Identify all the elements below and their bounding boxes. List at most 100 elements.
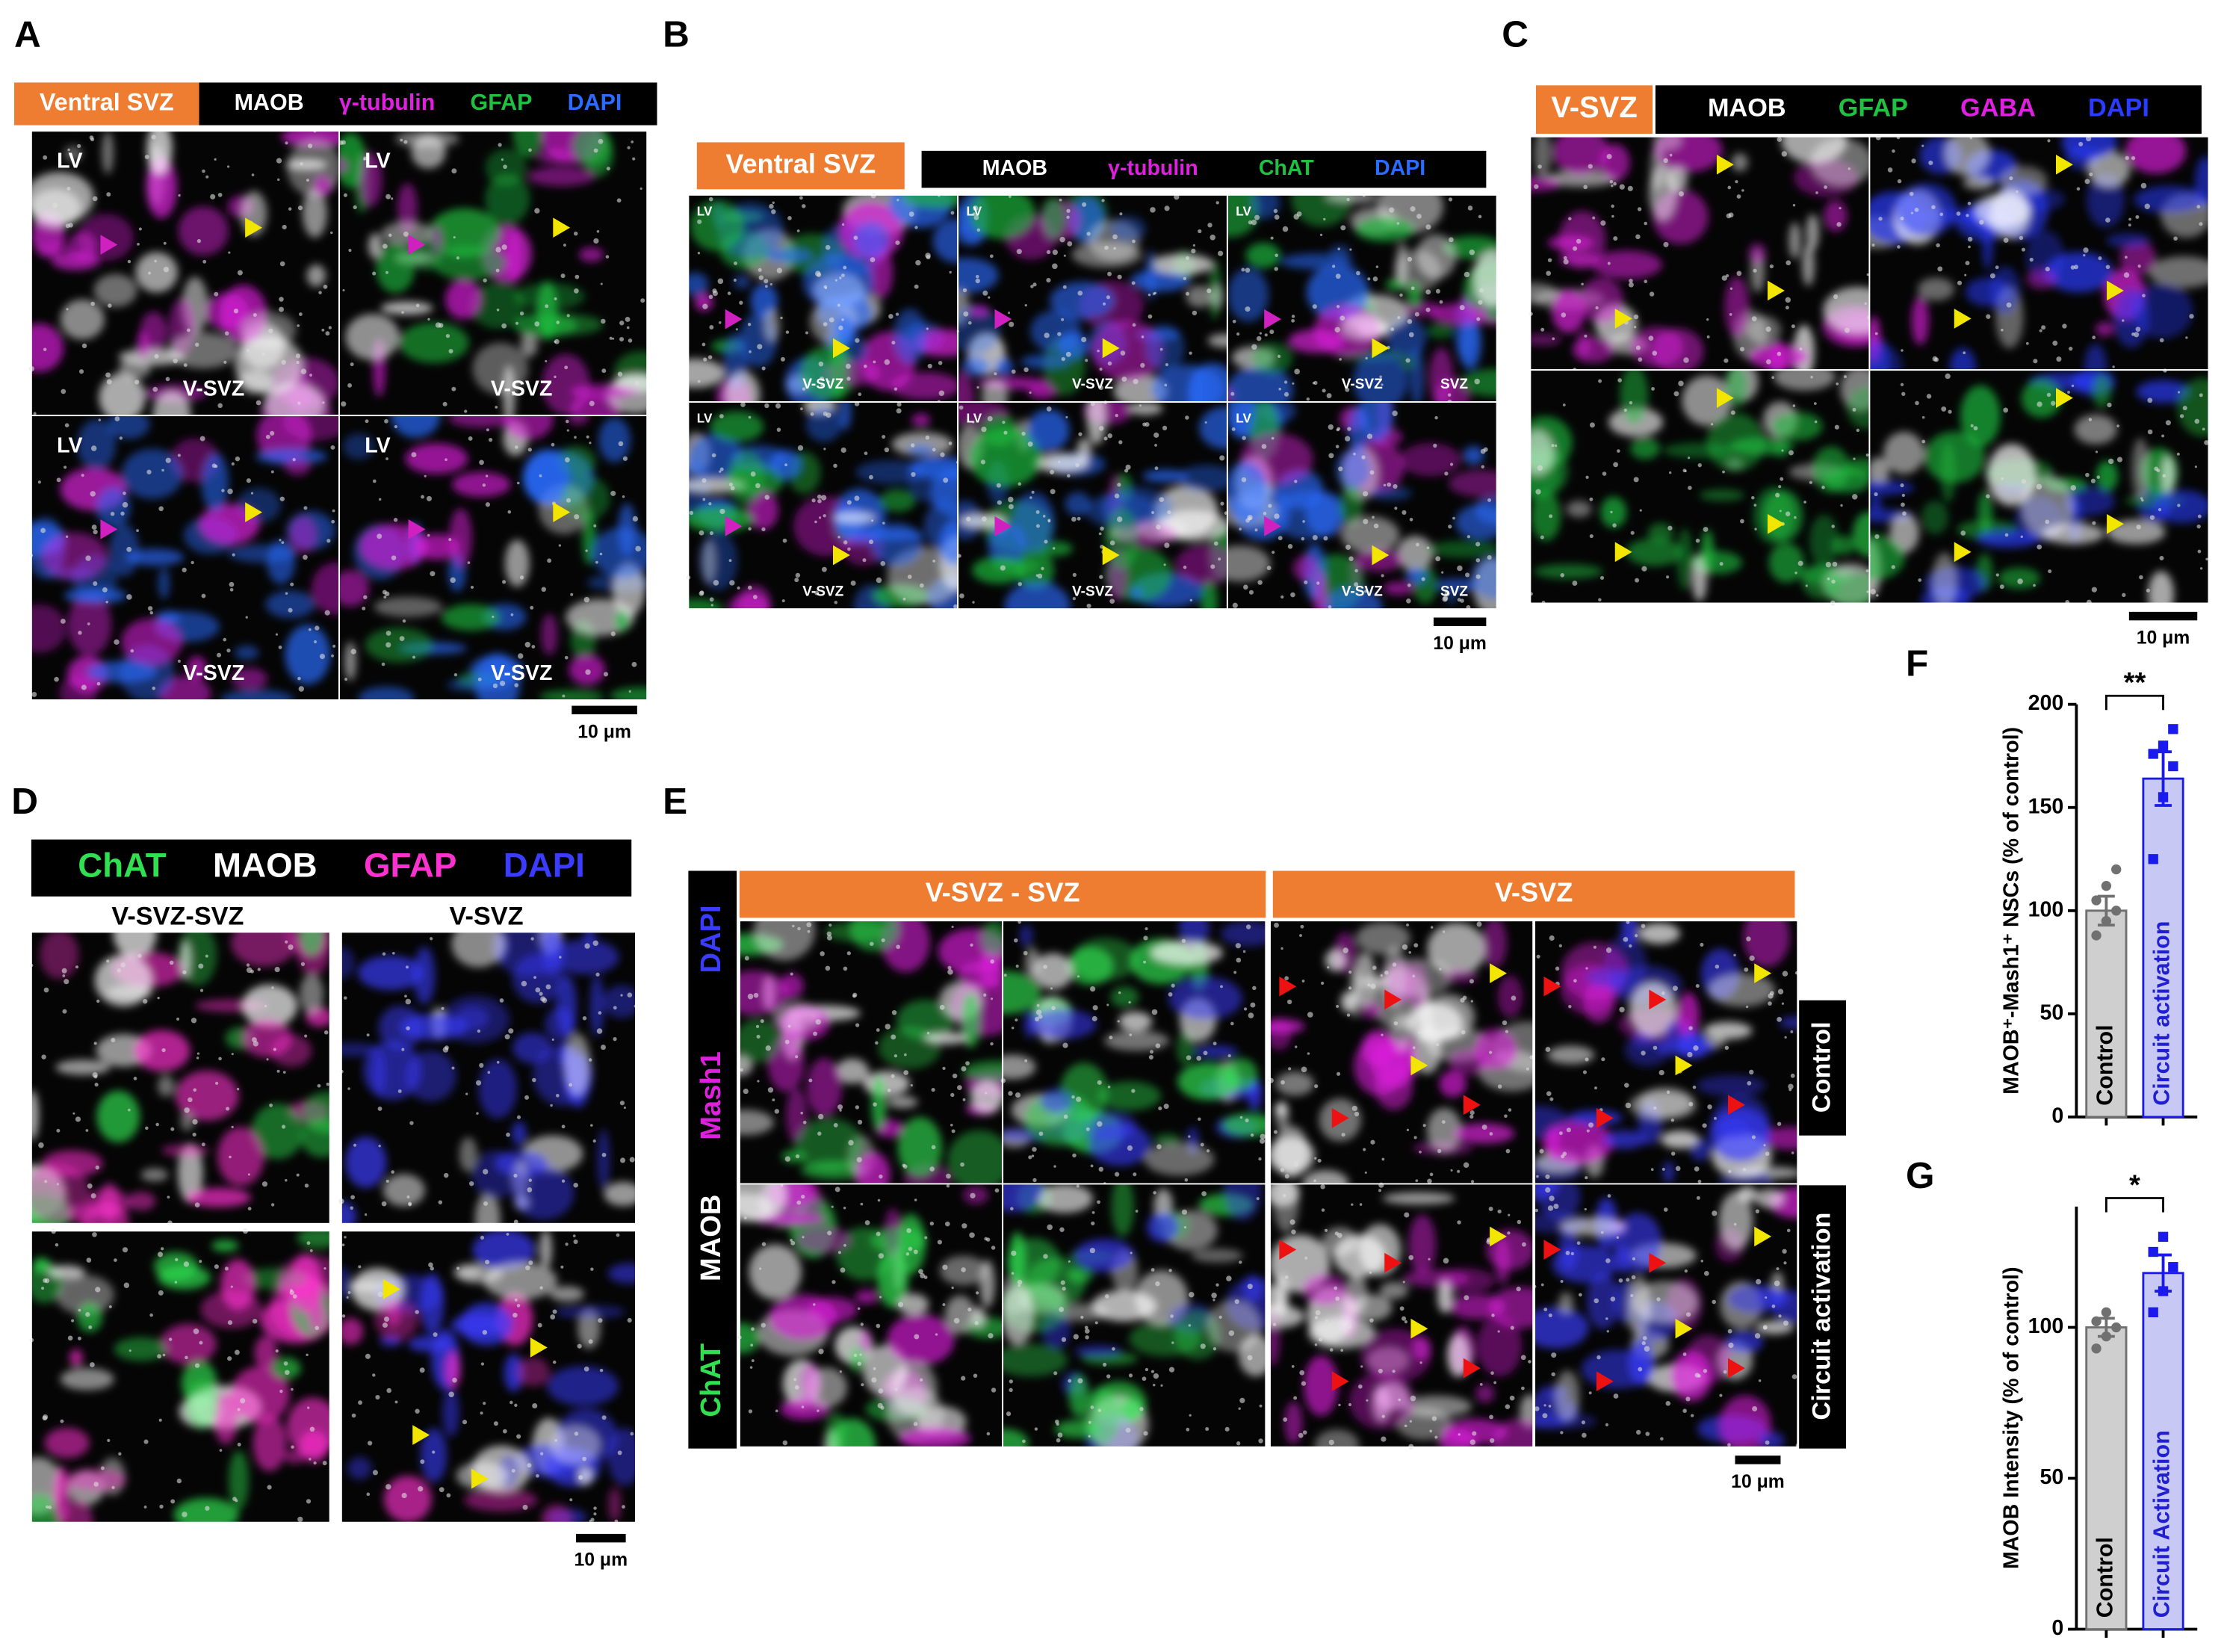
- speckle: [818, 1113, 824, 1120]
- speckle: [182, 567, 187, 572]
- speckle: [1117, 1020, 1120, 1023]
- speckle: [2048, 569, 2052, 574]
- speckle: [1254, 528, 1258, 532]
- speckle: [319, 653, 326, 660]
- speckle: [1206, 1149, 1210, 1153]
- speckle: [1062, 1287, 1066, 1291]
- signal: [1530, 282, 1558, 304]
- signal: [1745, 315, 1782, 344]
- signal: [1547, 1045, 1595, 1065]
- signal: [1322, 587, 1382, 610]
- speckle: [815, 1019, 821, 1025]
- speckle: [1098, 385, 1103, 391]
- speckle: [828, 317, 834, 323]
- speckle: [353, 205, 357, 210]
- speckle: [1730, 410, 1735, 415]
- speckle: [277, 178, 280, 182]
- speckle: [1066, 215, 1070, 219]
- speckle: [537, 1322, 542, 1328]
- signal: [947, 1130, 1003, 1184]
- speckle: [2158, 507, 2162, 512]
- speckle: [870, 193, 876, 199]
- signal: [1700, 529, 1715, 572]
- speckle: [827, 1231, 832, 1236]
- signal: [1003, 1343, 1068, 1377]
- speckle: [350, 649, 356, 655]
- speckle: [852, 992, 858, 997]
- speckle: [813, 1031, 817, 1036]
- speckle: [702, 498, 706, 501]
- signal: [157, 1265, 211, 1290]
- channel-bar: [688, 870, 737, 1449]
- speckle: [2046, 392, 2051, 397]
- signal: [2026, 269, 2057, 289]
- speckle: [1582, 1070, 1587, 1074]
- speckle: [938, 390, 945, 397]
- speckle: [1599, 575, 1605, 580]
- speckle: [1384, 970, 1389, 975]
- signal: [1544, 170, 1618, 188]
- speckle: [2177, 391, 2181, 394]
- speckle: [985, 1237, 991, 1242]
- signal: [1136, 518, 1187, 540]
- data-point: [2158, 740, 2169, 751]
- speckle: [2089, 172, 2093, 176]
- speckle: [1366, 1399, 1369, 1402]
- speckle: [1610, 510, 1613, 513]
- speckle: [989, 254, 994, 259]
- region-label: Ventral SVZ: [40, 89, 174, 116]
- speckle: [1827, 577, 1830, 581]
- speckle: [1397, 316, 1401, 320]
- signal: [1322, 1227, 1358, 1257]
- signal: [1348, 1372, 1415, 1429]
- speckle: [879, 1296, 882, 1299]
- speckle: [309, 1426, 315, 1432]
- speckle: [1626, 1278, 1630, 1282]
- arrowhead: [1372, 338, 1390, 359]
- speckle: [997, 500, 1002, 505]
- speckle: [418, 1486, 424, 1492]
- arrowhead: [530, 1337, 548, 1358]
- signal: [849, 921, 900, 951]
- speckle: [1366, 433, 1373, 439]
- speckle: [801, 1194, 805, 1199]
- speckle: [881, 938, 885, 942]
- speckle: [1526, 1067, 1529, 1071]
- speckle: [246, 478, 251, 483]
- speckle: [794, 1385, 799, 1390]
- speckle: [913, 1249, 918, 1255]
- speckle: [1576, 1241, 1581, 1246]
- speckle: [1218, 1315, 1222, 1319]
- speckle: [2165, 420, 2171, 426]
- speckle: [1497, 1330, 1500, 1333]
- speckle: [42, 1414, 49, 1420]
- speckle: [1475, 558, 1481, 563]
- speckle: [1128, 1373, 1133, 1378]
- speckle: [1155, 1281, 1160, 1287]
- speckle: [1155, 1043, 1161, 1048]
- signal: [1201, 578, 1218, 610]
- speckle: [820, 495, 827, 501]
- signal: [1474, 495, 1497, 525]
- signal: [1802, 565, 1842, 599]
- signal: [459, 1302, 514, 1346]
- speckle: [1121, 377, 1127, 382]
- signal: [445, 1351, 461, 1389]
- speckle: [1629, 944, 1632, 948]
- speckle: [780, 316, 783, 320]
- y-tick-label: 200: [2028, 691, 2064, 715]
- speckle: [224, 331, 229, 335]
- speckle: [1932, 356, 1938, 362]
- speckle: [1345, 544, 1351, 550]
- speckle: [383, 1317, 389, 1322]
- speckle: [176, 1478, 182, 1484]
- signal: [471, 1150, 519, 1199]
- speckle: [155, 1122, 159, 1127]
- speckle: [323, 1267, 326, 1270]
- speckle: [1115, 413, 1118, 418]
- speckle: [802, 387, 806, 391]
- speckle: [1649, 291, 1655, 297]
- speckle: [1520, 1355, 1526, 1361]
- region-label: V-SVZ: [1551, 91, 1637, 124]
- speckle: [1338, 466, 1343, 471]
